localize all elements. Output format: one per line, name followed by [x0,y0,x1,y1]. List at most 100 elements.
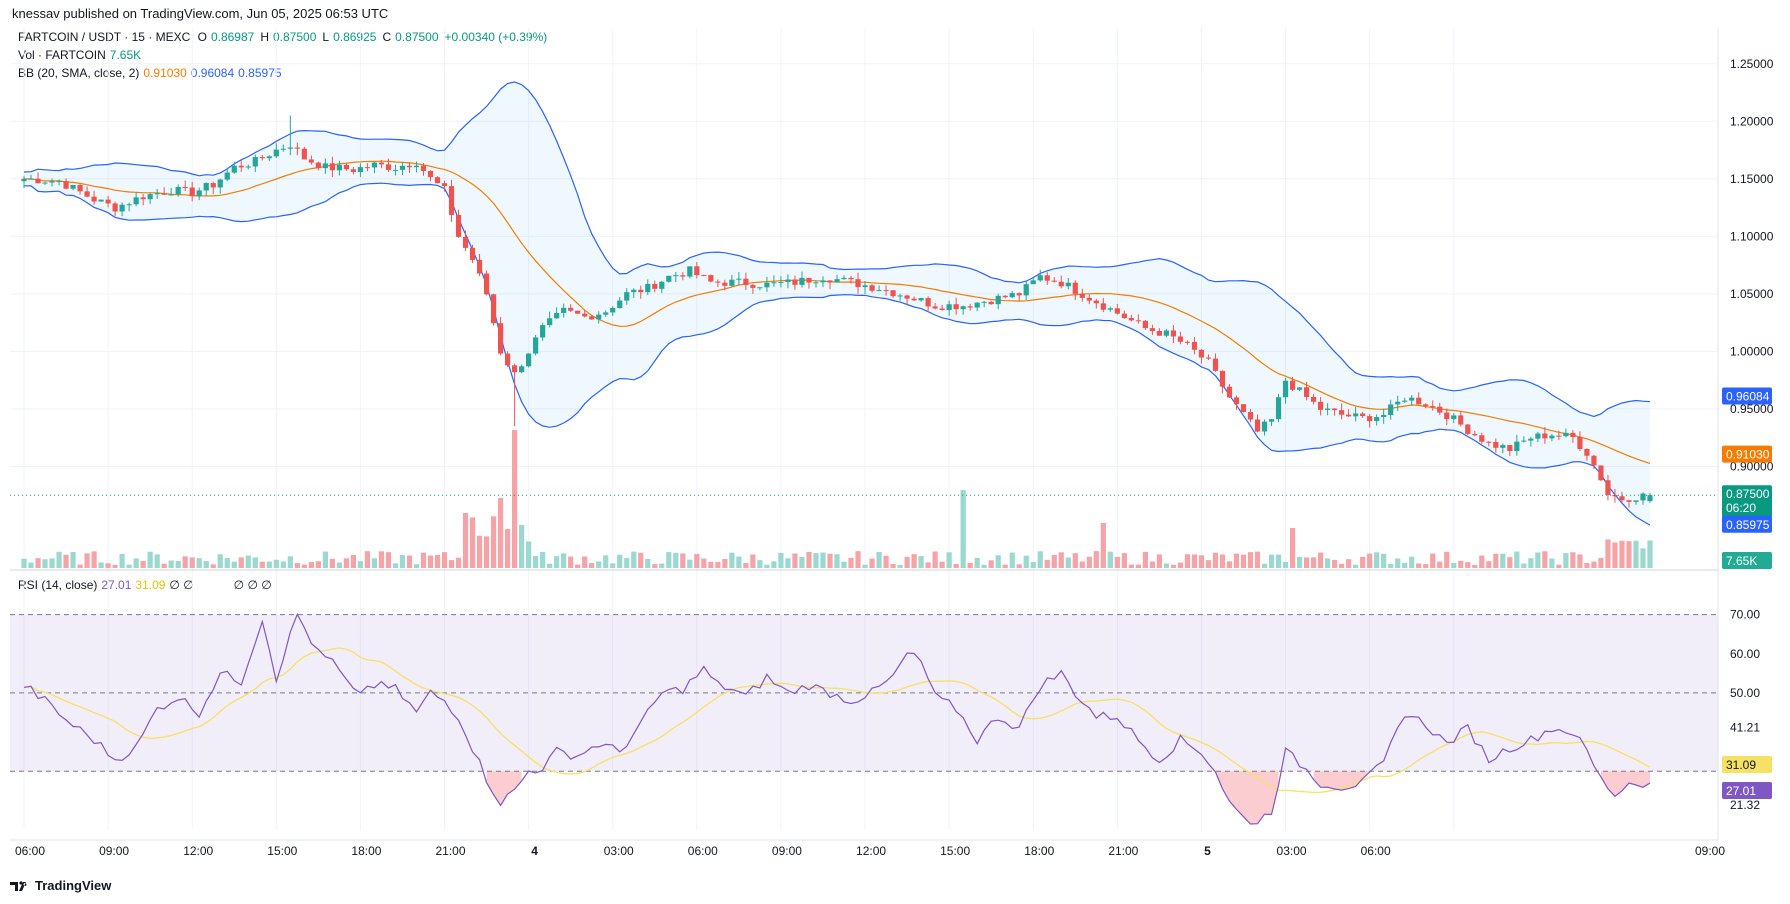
volume-bar [434,554,441,568]
time-tick-label: 5 [1204,844,1211,858]
volume-bar [1507,557,1513,568]
volume-bar [526,541,532,568]
volume-bar [154,554,160,568]
volume-bar [568,556,574,568]
volume-bar [729,552,735,568]
bb-legend[interactable]: BB (20, SMA, close, 2) 0.91030 0.96084 0.85… [18,66,282,80]
candle-body [876,290,882,292]
volume-bar [967,562,973,568]
volume-bar [1100,523,1106,568]
volume-bar [399,555,406,568]
candle-body [238,165,244,168]
candle-body [1332,408,1338,411]
candle-body [1261,421,1268,432]
svg-text:7.65K: 7.65K [1726,554,1757,568]
candle-body [610,307,616,313]
rsi-line [23,612,1651,825]
candle-body [1542,433,1548,439]
candle-body [1107,308,1113,310]
volume-bar [1212,552,1219,568]
candle-body [1605,480,1611,495]
candle-body [1570,432,1576,438]
volume-bar [189,557,195,568]
volume-bar [1107,551,1113,568]
volume-bar [168,560,174,568]
volume-bar [1402,562,1408,568]
volume-bar [813,553,819,568]
volume-bar [512,430,518,568]
volume-bar [63,554,69,568]
candle-body [904,295,910,299]
volume-bar [1381,553,1387,568]
svg-text:06:20: 06:20 [1726,501,1756,515]
svg-text:31.09: 31.09 [1726,758,1756,772]
candle-body [441,183,448,187]
candle-body [1156,331,1162,336]
volume-bar [105,563,111,568]
volume-bar [1065,557,1071,568]
candle-body [1065,282,1071,287]
candle-body [77,184,83,192]
candle-body [469,247,476,260]
candle-body [645,283,651,293]
volume-bar [638,552,644,568]
candle-body [63,181,69,189]
time-tick-label: 06:00 [15,844,45,858]
volume-bar [1374,552,1380,568]
candle-body [680,275,686,277]
volume-bar [988,560,994,568]
time-tick-label: 09:00 [1695,844,1725,858]
volume-bar [126,564,132,568]
volume-bar [1261,563,1268,568]
volume-bar [1584,562,1590,568]
candle-body [1591,455,1597,466]
volume-bar [1191,554,1198,568]
volume-bar [1058,552,1064,568]
candle-body [91,196,97,202]
volume-bar [245,555,251,568]
volume-bar [315,561,321,568]
volume-legend[interactable]: Vol · FARTCOIN 7.65K [18,48,142,62]
candle-body [533,337,539,354]
volume-bar [1163,563,1170,568]
candle-body [455,214,462,237]
volume-bar [596,561,602,568]
volume-bar [1444,551,1450,568]
rsi-legend[interactable]: RSI (14, close) 27.01 31.09 ∅ ∅ ∅ ∅ ∅ [18,578,272,592]
symbol-title[interactable]: FARTCOIN / USDT · 15 · MEXC [18,30,191,44]
volume-bar [161,563,167,568]
candle-body [259,157,265,159]
candle-body [1451,415,1457,420]
price-tick-label: 1.25000 [1730,57,1774,71]
volume-bar [1388,564,1394,568]
time-tick-label: 03:00 [1277,844,1307,858]
volume-bar [1549,558,1555,568]
volume-bar [764,564,770,568]
volume-bar [1409,556,1415,568]
volume-bar [84,553,90,568]
price-change: +0.00340 (+0.39%) [444,30,548,44]
tradingview-brand[interactable]: TradingView [10,878,111,893]
candle-body [911,298,917,301]
candle-body [743,278,749,286]
candle-body [1640,493,1646,501]
volume-bar [371,558,378,568]
candle-body [1374,417,1380,422]
time-tick-label: 09:00 [772,844,802,858]
volume-bar [448,560,455,568]
candle-body [1128,318,1134,321]
price-tick-label: 1.05000 [1730,287,1774,301]
candle-body [568,307,574,311]
volume-bar [1275,554,1282,568]
volume-bar [666,552,672,568]
candle-body [1346,414,1352,417]
volume-bar [1430,553,1436,568]
candle-body [722,282,728,286]
volume-bar [918,556,924,568]
candle-body [364,167,371,169]
candle-body [1058,281,1064,287]
volume-bar [1591,561,1597,568]
time-tick-label: 15:00 [267,844,297,858]
